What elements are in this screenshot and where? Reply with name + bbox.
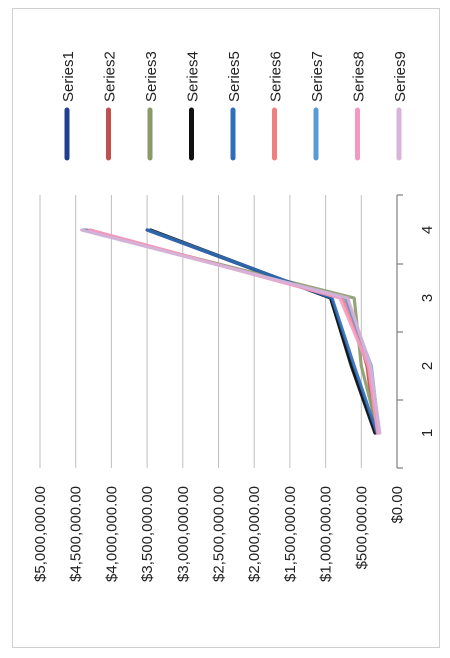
category-axis xyxy=(396,194,403,469)
value-tick-label: $1,000,000.00 xyxy=(318,486,335,582)
value-tick-label: $5,000,000.00 xyxy=(32,486,49,582)
legend: Series1 Series2 Series3 Series4 Series5 Serie… xyxy=(60,51,409,161)
legend-label-series7: Series7 xyxy=(309,51,326,102)
category-tick-labels: 1 2 3 4 xyxy=(419,226,436,437)
series-lines xyxy=(79,228,382,435)
value-tick-label: $500,000.00 xyxy=(353,486,370,569)
value-tick-label: $0.00 xyxy=(389,486,406,524)
legend-label-series5: Series5 xyxy=(226,51,243,102)
value-tick-label: $3,500,000.00 xyxy=(139,486,156,582)
category-tick-label: 4 xyxy=(419,226,436,234)
category-tick-label: 3 xyxy=(419,294,436,302)
legend-label-series3: Series3 xyxy=(143,51,160,102)
chart-frame xyxy=(12,8,440,648)
legend-label-series9: Series9 xyxy=(392,51,409,102)
value-tick-label: $2,000,000.00 xyxy=(246,486,263,582)
legend-label-series6: Series6 xyxy=(268,51,285,102)
legend-label-series1: Series1 xyxy=(60,51,77,102)
value-tick-label: $4,000,000.00 xyxy=(103,486,120,582)
value-tick-label: $4,500,000.00 xyxy=(68,486,85,582)
value-tick-label: $1,500,000.00 xyxy=(282,486,299,582)
legend-label-series8: Series8 xyxy=(351,51,368,102)
value-tick-labels: $0.00 $500,000.00 $1,000,000.00 $1,500,000.… xyxy=(32,486,406,582)
series-line-series9 xyxy=(79,228,382,435)
series-line-series5 xyxy=(146,228,379,435)
value-tick-label: $3,000,000.00 xyxy=(175,486,192,582)
category-tick-label: 1 xyxy=(419,429,436,437)
value-tick-label: $2,500,000.00 xyxy=(211,486,228,582)
legend-label-series2: Series2 xyxy=(102,51,119,102)
grid-lines xyxy=(39,195,362,468)
legend-label-series4: Series4 xyxy=(185,51,202,102)
category-tick-label: 2 xyxy=(419,362,436,370)
